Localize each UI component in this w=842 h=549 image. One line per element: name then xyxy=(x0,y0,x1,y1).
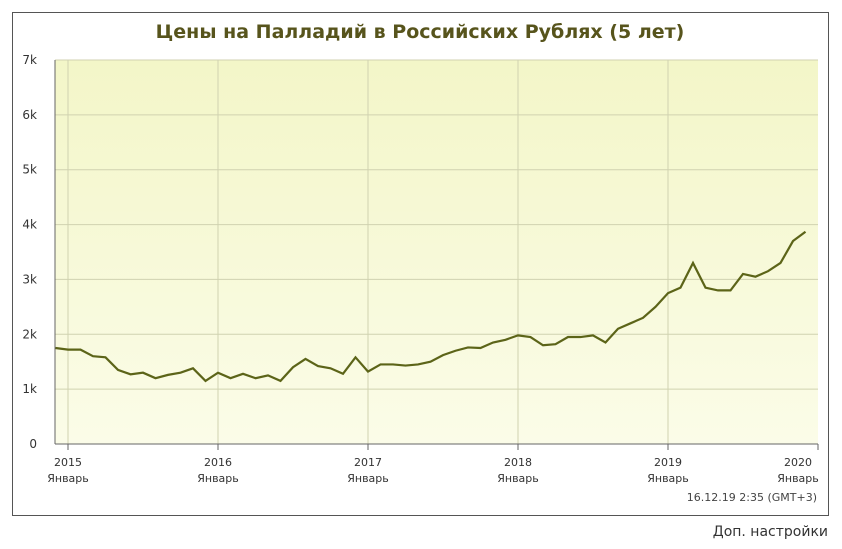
y-tick-label: 5k xyxy=(22,163,37,177)
x-tick-month: Январь xyxy=(647,472,689,485)
x-tick-month: Январь xyxy=(197,472,239,485)
timestamp: 16.12.19 2:35 (GMT+3) xyxy=(687,491,817,504)
x-tick-label: 2019 xyxy=(654,456,682,469)
x-tick-month: Январь xyxy=(347,472,389,485)
x-tick-month: Январь xyxy=(47,472,89,485)
y-tick-label: 3k xyxy=(22,272,37,286)
x-tick-label: 2016 xyxy=(204,456,232,469)
y-tick-label: 2k xyxy=(22,327,37,341)
x-tick-label: 2017 xyxy=(354,456,382,469)
chart-title: Цены на Палладий в Российских Рублях (5 … xyxy=(156,21,685,43)
y-tick-label: 7k xyxy=(22,53,37,67)
x-tick-month: Январь xyxy=(777,472,819,485)
y-tick-label: 4k xyxy=(22,218,37,232)
y-tick-label: 6k xyxy=(22,108,37,122)
x-tick-month: Январь xyxy=(497,472,539,485)
x-tick-label: 2015 xyxy=(54,456,82,469)
y-tick-label: 0 xyxy=(29,437,37,451)
x-tick-label: 2020 xyxy=(784,456,812,469)
y-tick-label: 1k xyxy=(22,382,37,396)
x-tick-label: 2018 xyxy=(504,456,532,469)
settings-link[interactable]: Доп. настройки xyxy=(712,524,828,540)
plot-area xyxy=(55,60,818,444)
price-line xyxy=(55,230,807,383)
